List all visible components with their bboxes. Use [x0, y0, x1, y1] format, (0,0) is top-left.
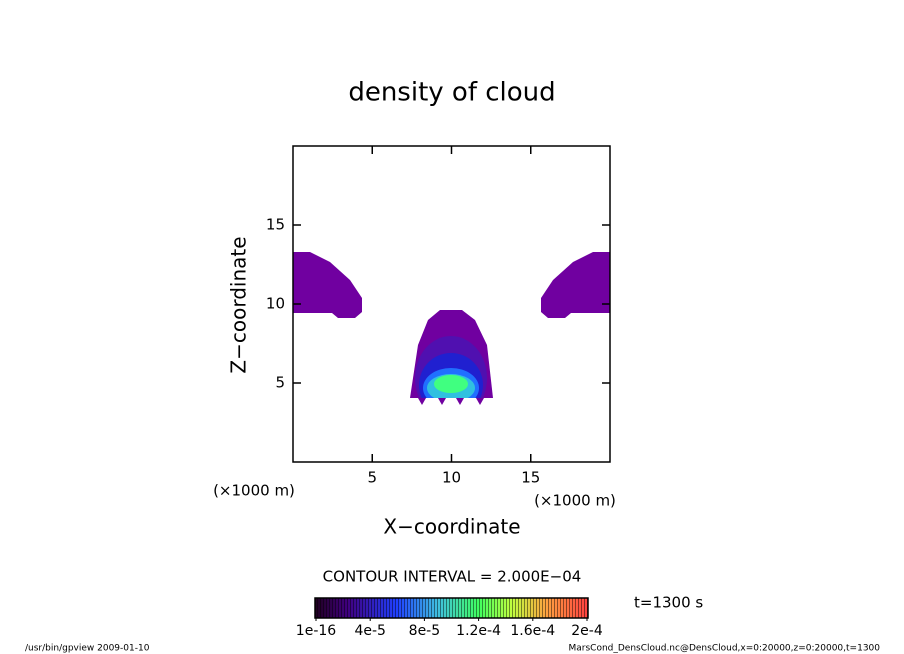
- footer-right: MarsCond_DensCloud.nc@DensCloud,x=0:2000…: [569, 644, 881, 654]
- colorbar-tick-label: 1e-16: [296, 623, 336, 639]
- footer-left: /usr/bin/gpview 2009-01-10: [25, 644, 150, 654]
- colorbar-tick-label: 4e-5: [354, 623, 385, 639]
- x-unit-label: (×1000 m): [213, 482, 295, 500]
- y-tick-label: 10: [266, 295, 285, 313]
- chart-title: density of cloud: [348, 78, 555, 108]
- colorbar-tick-label: 8e-5: [409, 623, 440, 639]
- contour-interval: CONTOUR INTERVAL = 2.000E−04: [323, 568, 582, 586]
- x-tick-label: 15: [521, 469, 540, 487]
- x-axis-label: X−coordinate: [383, 515, 520, 539]
- x-tick-label: 5: [367, 469, 377, 487]
- colorbar-tick-label: 2e-4: [571, 623, 603, 639]
- y-tick-label: 5: [275, 374, 285, 392]
- contour-field: [293, 252, 610, 405]
- colorbar-stripes: [315, 598, 588, 618]
- time-label: t=1300 s: [634, 594, 703, 612]
- colorbar-frame: [314, 597, 589, 619]
- y-unit-label: (×1000 m): [534, 492, 616, 510]
- y-tick-label: 15: [266, 216, 285, 234]
- x-tick-label: 10: [442, 469, 461, 487]
- colorbar-tick-label: 1.6e-4: [510, 623, 555, 639]
- y-axis-label: Z−coordinate: [227, 236, 251, 373]
- colorbar-tick-label: 1.2e-4: [456, 623, 501, 639]
